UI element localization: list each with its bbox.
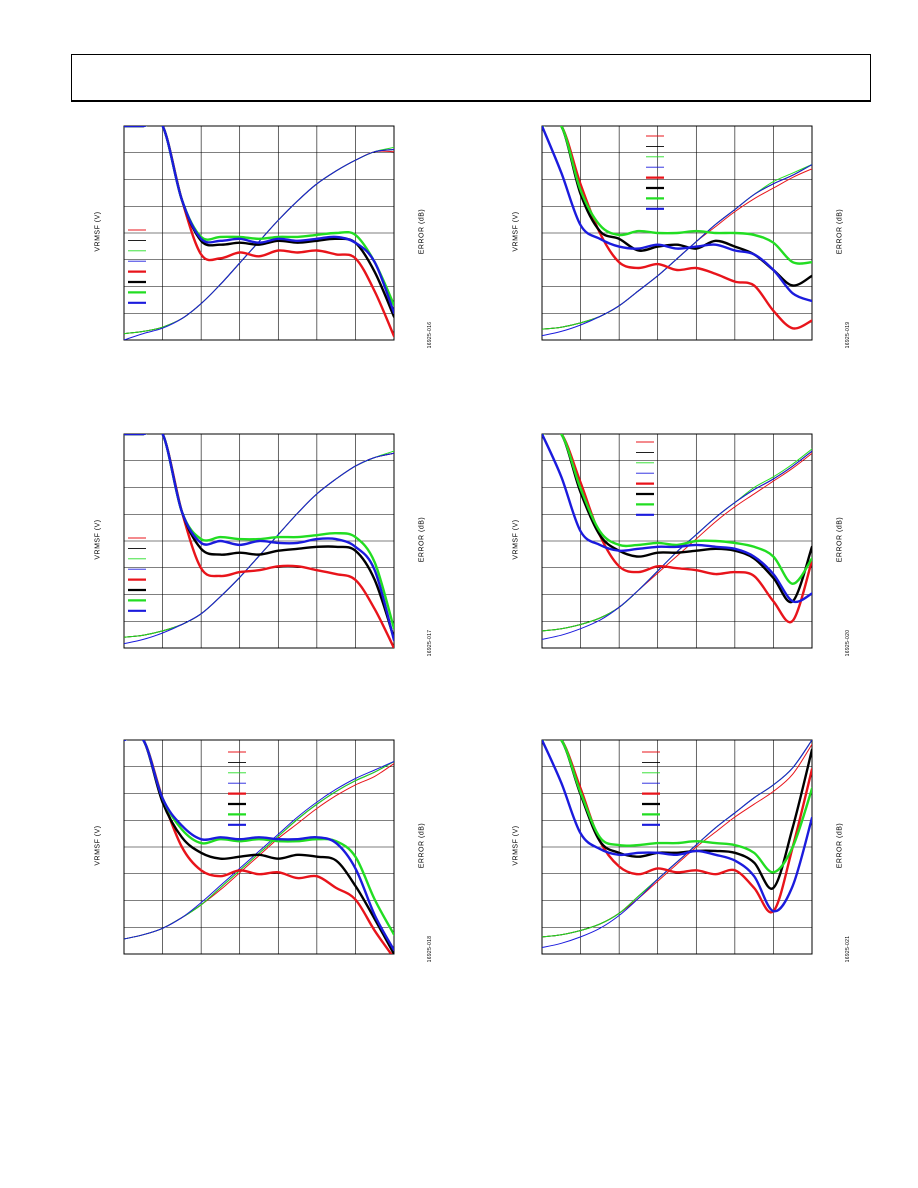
error-line-blue xyxy=(124,740,394,952)
plot-frame xyxy=(541,739,813,955)
vrmsf-line-blue xyxy=(542,164,812,337)
series-group xyxy=(124,434,394,648)
error-line-black xyxy=(124,740,394,954)
error-line-black xyxy=(124,126,394,318)
y-axis-label-right: ERROR (dB) xyxy=(836,822,844,869)
y-axis-label-left: VRMSF (V) xyxy=(94,825,102,866)
y-axis-label-left: VRMSF (V) xyxy=(94,211,102,252)
series-group xyxy=(124,126,394,340)
y-axis-label-left: VRMSF (V) xyxy=(94,519,102,560)
series-group xyxy=(542,740,812,949)
chart-panel-5: VRMSF (V) ERROR (dB) 16925-018 xyxy=(80,732,440,982)
error-line-blue xyxy=(542,126,812,303)
vrmsf-line-blue xyxy=(542,740,812,949)
error-line-black xyxy=(542,126,812,287)
chart-svg xyxy=(541,433,813,649)
error-line-red xyxy=(542,740,812,914)
error-line-green xyxy=(542,126,812,265)
vrmsf-line-green xyxy=(542,448,812,632)
chart-svg xyxy=(541,125,813,341)
error-line-green xyxy=(124,126,394,307)
vrmsf-line-black xyxy=(542,740,812,938)
error-line-green xyxy=(124,434,394,630)
plot-frame xyxy=(123,739,395,955)
legend xyxy=(642,751,660,826)
plot-frame xyxy=(541,125,813,341)
plot-frame xyxy=(123,125,395,341)
vrmsf-line-green xyxy=(542,740,812,938)
legend xyxy=(646,135,664,210)
chart-svg xyxy=(123,433,395,649)
chart-grid-lines xyxy=(542,434,812,648)
chart-svg xyxy=(123,125,395,341)
error-line-black xyxy=(124,434,394,640)
error-line-black xyxy=(542,434,812,604)
error-line-green xyxy=(124,740,394,936)
page-header-frame xyxy=(71,54,871,102)
chart-grid-lines xyxy=(124,740,394,954)
error-line-red xyxy=(542,126,812,330)
y-axis-label-right: ERROR (dB) xyxy=(418,208,426,255)
error-line-green xyxy=(542,740,812,874)
error-line-red xyxy=(542,434,812,624)
legend xyxy=(228,751,246,826)
error-line-blue xyxy=(542,740,812,913)
vrmsf-line-blue xyxy=(124,760,394,940)
figure-code: 16925-019 xyxy=(845,321,851,349)
chart-panel-6: VRMSF (V) ERROR (dB) 16925-021 xyxy=(500,732,860,982)
legend xyxy=(128,229,146,304)
legend xyxy=(128,537,146,612)
y-axis-label-right: ERROR (dB) xyxy=(836,516,844,563)
series-group xyxy=(542,434,812,640)
error-line-blue xyxy=(124,126,394,314)
y-axis-label-left: VRMSF (V) xyxy=(512,519,520,560)
chart-svg xyxy=(123,739,395,955)
y-axis-label-right: ERROR (dB) xyxy=(836,208,844,255)
chart-panel-3: VRMSF (V) ERROR (dB) 16925-017 xyxy=(80,426,440,676)
chart-grid-lines xyxy=(542,126,812,340)
plot-frame xyxy=(123,433,395,649)
plot-frame xyxy=(541,433,813,649)
series-group xyxy=(542,126,812,337)
figure-code: 16925-018 xyxy=(427,935,433,963)
vrmsf-line-blue xyxy=(124,452,394,645)
y-axis-label-left: VRMSF (V) xyxy=(512,211,520,252)
error-line-black xyxy=(542,740,812,890)
vrmsf-line-black xyxy=(124,760,394,940)
vrmsf-line-green xyxy=(124,760,394,940)
figure-code: 16925-021 xyxy=(845,935,851,963)
vrmsf-line-red xyxy=(542,743,812,938)
error-line-green xyxy=(542,434,812,585)
figure-code: 16925-016 xyxy=(427,321,433,349)
y-axis-label-right: ERROR (dB) xyxy=(418,516,426,563)
chart-panel-4: VRMSF (V) ERROR (dB) 16925-020 xyxy=(500,426,860,676)
chart-panel-2: VRMSF (V) ERROR (dB) 16925-019 xyxy=(500,118,860,368)
figure-code: 16925-020 xyxy=(845,629,851,657)
error-line-blue xyxy=(124,434,394,642)
legend xyxy=(636,441,654,516)
chart-panel-1: VRMSF (V) ERROR (dB) 16925-016 xyxy=(80,118,440,368)
chart-grid-lines xyxy=(542,740,812,954)
series-group xyxy=(124,740,394,954)
y-axis-label-left: VRMSF (V) xyxy=(512,825,520,866)
y-axis-label-right: ERROR (dB) xyxy=(418,822,426,869)
chart-svg xyxy=(541,739,813,955)
error-line-blue xyxy=(542,434,812,604)
figure-code: 16925-017 xyxy=(427,629,433,657)
